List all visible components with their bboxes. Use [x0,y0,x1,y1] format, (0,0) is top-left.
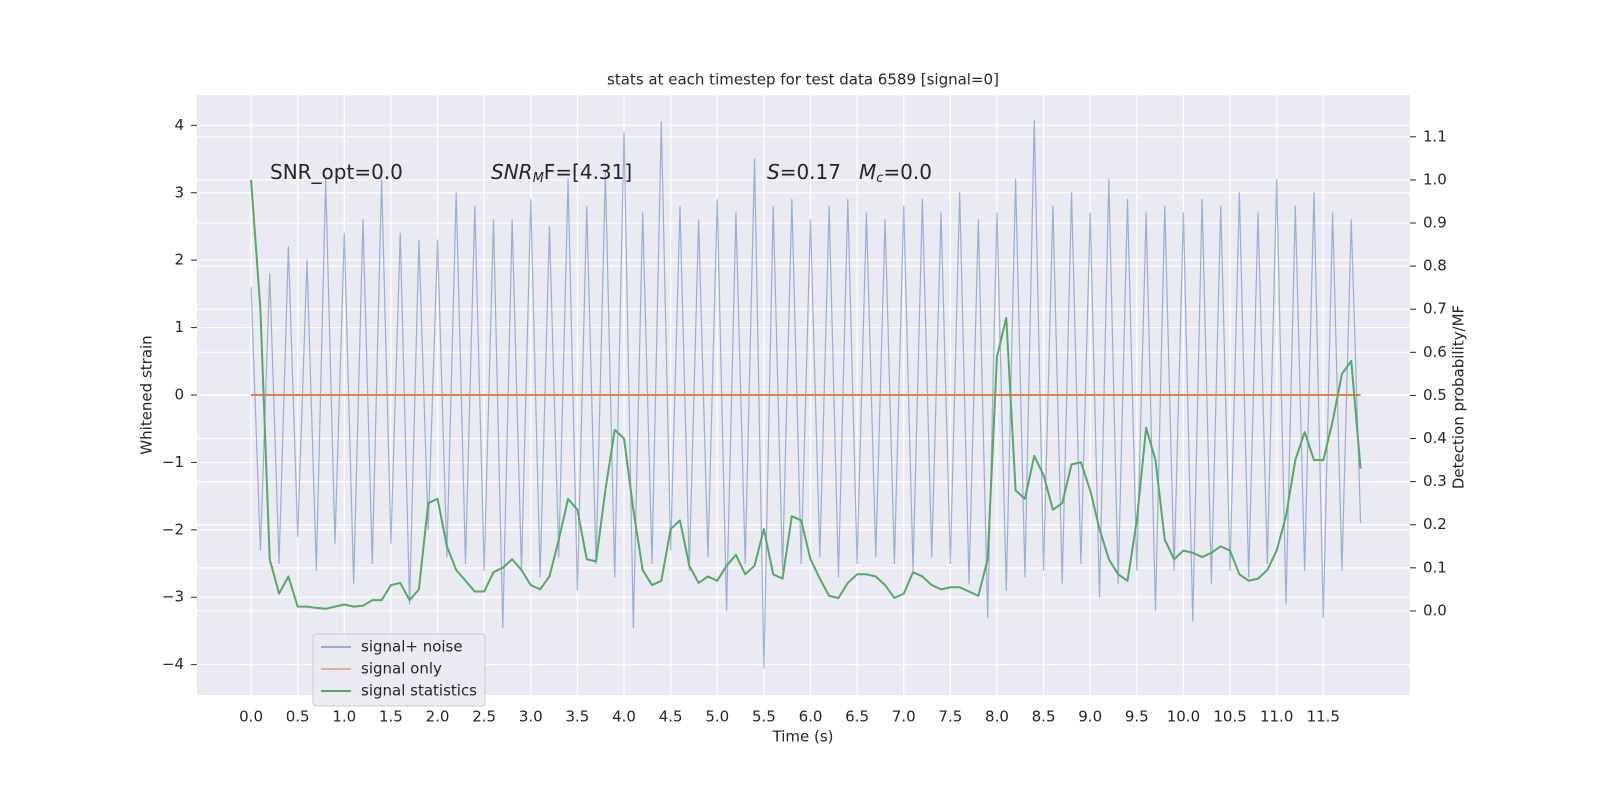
y2-tick-label: 0.7 [1423,300,1447,318]
x-tick-label: 3.5 [565,708,589,726]
x-tick-label: 5.5 [752,708,776,726]
x-tick-label: 1.5 [379,708,403,726]
y2-tick-label: 0.1 [1423,558,1447,576]
y2-tick-label: 0.9 [1423,214,1447,232]
x-tick-label: 11.5 [1307,708,1340,726]
chart-title: stats at each timestep for test data 658… [607,71,999,89]
y-tick-label: −4 [162,655,184,673]
y-tick-label: 1 [174,318,184,336]
x-tick-label: 6.0 [799,708,823,726]
x-tick-label: 2.5 [472,708,496,726]
annotation-part: M [859,160,876,184]
annotation: SNRMF=[4.31] [491,160,632,186]
x-tick-label: 7.0 [892,708,916,726]
x-tick-label: 8.0 [985,708,1009,726]
x-tick-label: 9.0 [1078,708,1102,726]
annotation-part: M [533,171,544,186]
lines [250,119,1362,669]
x-tick-label: 10.0 [1167,708,1200,726]
y2-tick-label: 1.1 [1423,127,1447,145]
x-tick-label: 4.0 [612,708,636,726]
y2-tick-label: 0.5 [1423,386,1447,404]
x-tick-label: 7.5 [938,708,962,726]
x-tick-label: 10.5 [1213,708,1246,726]
x-tick-label: 1.0 [332,708,356,726]
y2-tick-label: 0.8 [1423,257,1447,275]
x-tick-label: 5.0 [705,708,729,726]
x-tick-label: 6.5 [845,708,869,726]
annotation-part: S [767,160,780,184]
x-tick-label: 0.5 [286,708,310,726]
y2-axis-label: Detection probability/MF [1450,305,1468,489]
annotation: SNR_opt=0.0 [270,160,403,184]
annotation-part: =0.0 [883,160,932,184]
x-tick-label: 4.5 [659,708,683,726]
annotation: S=0.17 Mc=0.0 [767,160,932,186]
legend-label: signal statistics [361,682,477,700]
y2-tick-label: 0.3 [1423,472,1447,490]
x-tick-label: 9.5 [1125,708,1149,726]
y-tick-label: 4 [174,116,184,134]
y2-tick-label: 0.4 [1423,429,1447,447]
y-tick-label: 3 [174,183,184,201]
x-tick-label: 11.0 [1260,708,1293,726]
y-tick-label: −3 [162,588,184,606]
y2-tick-label: 0.2 [1423,515,1447,533]
annotation-part: F=[4.31] [544,160,632,184]
x-tick-label: 3.0 [519,708,543,726]
legend-label: signal+ noise [361,638,463,656]
series-line [250,119,1362,669]
x-tick-label: 0.0 [239,708,263,726]
legend-label: signal only [361,660,442,678]
annotation-part: SNR [491,160,533,184]
series-line [250,179,1362,610]
y-tick-label: 2 [174,251,184,269]
y-tick-label: −1 [162,453,184,471]
y2-tick-label: 0.0 [1423,601,1447,619]
x-tick-label: 2.0 [426,708,450,726]
y2-tick-label: 1.0 [1423,170,1447,188]
y-axis-label: Whitened strain [138,335,156,454]
y-tick-label: 0 [174,386,184,404]
y-tick-label: −2 [162,520,184,538]
legend: signal+ noise signal only signal statistic… [312,633,486,707]
legend-box [312,633,486,707]
y2-tick-label: 0.6 [1423,343,1447,361]
annotation-part: SNR_opt=0.0 [270,160,403,184]
x-axis-label: Time (s) [772,728,834,746]
x-tick-label: 8.5 [1032,708,1056,726]
annotation-part: c [876,171,883,186]
annotation-part: =0.17 [780,160,841,184]
